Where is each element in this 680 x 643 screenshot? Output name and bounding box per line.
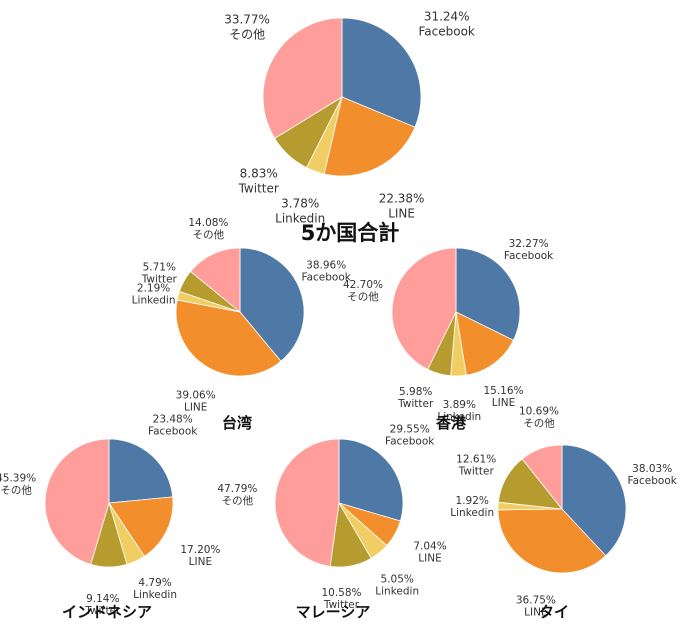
slice-facebook bbox=[239, 247, 305, 362]
slice-category-label: Twitter bbox=[397, 398, 434, 410]
slice-category-label: LINE bbox=[492, 397, 515, 409]
slice-percent-label: 32.27% bbox=[509, 238, 549, 250]
pie-thailand: 38.03%Facebook 36.75%LINE 1.92%Linkedin 12.… bbox=[450, 406, 677, 621]
slice-percent-label: 42.70% bbox=[343, 279, 383, 291]
slice-percent-label: 29.55% bbox=[390, 424, 430, 436]
slice-percent-label: 5.05% bbox=[381, 574, 414, 586]
slice-category-label: その他 bbox=[0, 484, 32, 497]
slice-other bbox=[262, 17, 343, 139]
slice-percent-label: 10.69% bbox=[519, 406, 559, 418]
slice-category-label: LINE bbox=[418, 553, 441, 565]
slice-category-label: その他 bbox=[193, 228, 225, 241]
slice-category-label: LINE bbox=[189, 556, 212, 568]
slice-category-label: Twitter bbox=[458, 466, 495, 478]
slice-other bbox=[391, 247, 457, 370]
slice-category-label: Linkedin bbox=[375, 586, 419, 598]
pie-title: インドネシア bbox=[62, 603, 152, 621]
pie-hongkong: 32.27%Facebook 15.16%LINE 3.89%Linkedin 5.9… bbox=[343, 238, 554, 432]
slice-facebook bbox=[341, 17, 422, 128]
slice-facebook bbox=[108, 438, 174, 504]
slice-facebook bbox=[561, 444, 627, 557]
pie-total: 31.24%Facebook 22.38%LINE 3.78%Linkedin 8.8… bbox=[224, 10, 475, 245]
slice-line bbox=[497, 508, 607, 574]
slice-category-label: Linkedin bbox=[437, 411, 481, 423]
slice-percent-label: 15.16% bbox=[483, 385, 523, 397]
slice-category-label: Linkedin bbox=[450, 507, 494, 519]
slice-category-label: その他 bbox=[229, 27, 265, 41]
slice-percent-label: 17.20% bbox=[180, 544, 220, 556]
slice-facebook bbox=[455, 247, 521, 341]
slice-other bbox=[189, 247, 241, 313]
slice-other bbox=[521, 444, 563, 511]
slice-category-label: その他 bbox=[347, 290, 379, 303]
slice-category-label: Linkedin bbox=[275, 212, 325, 226]
slice-category-label: Linkedin bbox=[132, 295, 176, 307]
slice-category-label: LINE bbox=[388, 207, 415, 221]
slice-category-label: その他 bbox=[222, 494, 254, 507]
slice-percent-label: 5.98% bbox=[399, 386, 432, 398]
pie-taiwan: 38.96%Facebook 39.06%LINE 2.19%Linkedin 5.7… bbox=[132, 217, 352, 432]
slice-percent-label: 10.58% bbox=[321, 587, 361, 599]
slice-line bbox=[108, 496, 174, 557]
slice-category-label: その他 bbox=[523, 417, 555, 430]
pie-title: 5か国合計 bbox=[301, 221, 400, 245]
slice-percent-label: 38.03% bbox=[632, 463, 672, 475]
pie-title: タイ bbox=[539, 603, 569, 621]
slice-other bbox=[274, 438, 340, 567]
slice-percent-label: 4.79% bbox=[138, 577, 171, 589]
slice-category-label: Facebook bbox=[385, 436, 435, 448]
slice-category-label: Twitter bbox=[141, 274, 178, 286]
slice-line bbox=[175, 299, 282, 377]
slice-percent-label: 45.39% bbox=[0, 473, 36, 485]
slice-category-label: Facebook bbox=[628, 475, 678, 487]
pie-malaysia: 29.55%Facebook 7.04%LINE 5.05%Linkedin 10.5… bbox=[217, 424, 446, 621]
pie-title: 香港 bbox=[436, 414, 467, 432]
slice-percent-label: 5.71% bbox=[143, 262, 176, 274]
slice-percent-label: 33.77% bbox=[224, 12, 270, 26]
slice-line bbox=[455, 311, 514, 376]
slice-percent-label: 1.92% bbox=[456, 495, 489, 507]
slice-percent-label: 39.06% bbox=[176, 390, 216, 402]
slice-percent-label: 3.89% bbox=[443, 399, 476, 411]
slice-category-label: Facebook bbox=[504, 250, 554, 262]
slice-line bbox=[323, 96, 416, 177]
slice-percent-label: 36.75% bbox=[516, 594, 556, 606]
slice-other bbox=[44, 438, 110, 565]
slice-percent-label: 8.83% bbox=[240, 166, 278, 180]
slice-percent-label: 23.48% bbox=[153, 414, 193, 426]
slice-percent-label: 7.04% bbox=[413, 541, 446, 553]
slice-percent-label: 14.08% bbox=[188, 217, 228, 229]
slice-percent-label: 2.19% bbox=[137, 283, 170, 295]
slice-category-label: Twitter bbox=[238, 181, 279, 195]
pie-title: 台湾 bbox=[222, 414, 252, 432]
slice-percent-label: 38.96% bbox=[306, 260, 346, 272]
slice-percent-label: 12.61% bbox=[456, 454, 496, 466]
slice-category-label: Facebook bbox=[302, 272, 352, 284]
slice-percent-label: 22.38% bbox=[379, 192, 425, 206]
slice-facebook bbox=[338, 438, 404, 522]
slice-category-label: Linkedin bbox=[133, 589, 177, 601]
slice-percent-label: 47.79% bbox=[217, 483, 257, 495]
slice-category-label: LINE bbox=[524, 606, 547, 618]
pie-indonesia: 23.48%Facebook 17.20%LINE 4.79%Linkedin 9.1… bbox=[0, 414, 220, 622]
slice-category-label: LINE bbox=[184, 402, 207, 414]
slice-category-label: Facebook bbox=[148, 426, 198, 438]
slice-category-label: Twitter bbox=[84, 605, 121, 617]
slice-category-label: Facebook bbox=[419, 25, 475, 39]
pie-title: マレーシア bbox=[296, 603, 371, 621]
slice-percent-label: 3.78% bbox=[281, 197, 319, 211]
slice-category-label: Twitter bbox=[323, 599, 360, 611]
slice-percent-label: 9.14% bbox=[86, 593, 119, 605]
slice-percent-label: 31.24% bbox=[424, 10, 470, 24]
